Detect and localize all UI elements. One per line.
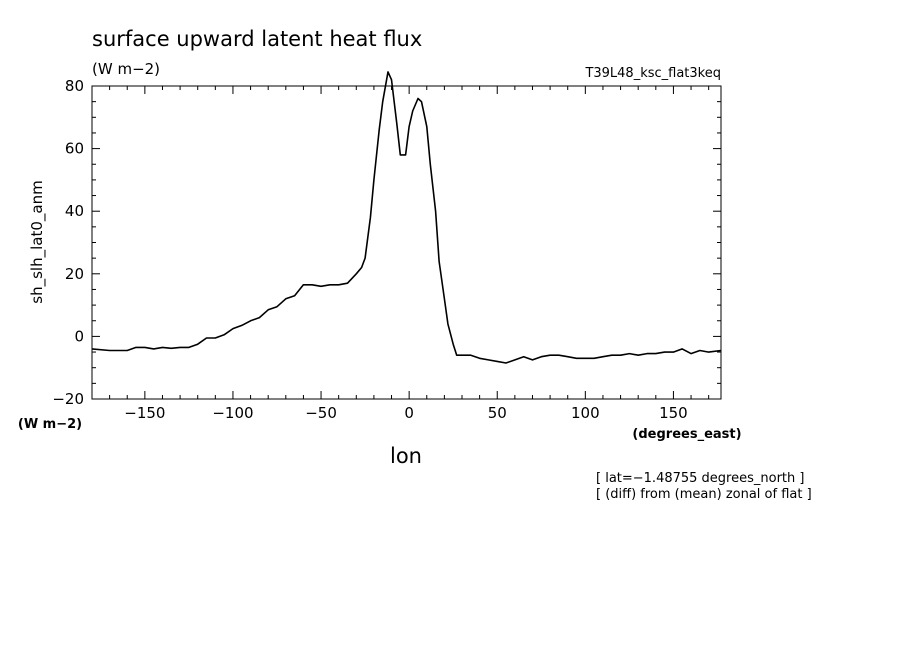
plot-frame: [91, 85, 722, 400]
x-tick-label: 50: [488, 404, 507, 422]
note-diff: [ (diff) from (mean) zonal of flat ]: [596, 487, 812, 502]
y-tick-label: 40: [65, 202, 84, 220]
chart-title: surface upward latent heat flux: [92, 27, 422, 51]
y-axis-units: (W m−2): [18, 417, 82, 432]
x-tick-label: −150: [124, 404, 165, 422]
x-tick-label: 150: [659, 404, 688, 422]
x-axis-units: (degrees_east): [632, 427, 741, 442]
y-axis-label: sh_slh_lat0_anm: [28, 180, 47, 303]
series-line: [91, 71, 722, 364]
y-tick-label: 60: [65, 140, 84, 158]
x-tick-labels: −150 −100 −50 0 50 100 150: [124, 404, 687, 422]
x-axis-label: lon: [390, 444, 422, 468]
experiment-label: T39L48_ksc_flat3keq: [584, 66, 721, 81]
axis-ticks: [92, 85, 721, 400]
x-tick-label: −50: [305, 404, 337, 422]
y-tick-labels: −20 0 20 40 60 80: [52, 77, 84, 408]
x-tick-label: 100: [571, 404, 600, 422]
y-tick-label: 20: [65, 265, 84, 283]
x-tick-label: 0: [404, 404, 414, 422]
y-tick-label: 80: [65, 77, 84, 95]
y-tick-label: −20: [52, 390, 84, 408]
units-top: (W m−2): [92, 60, 160, 78]
y-tick-label: 0: [74, 327, 84, 345]
x-tick-label: −100: [212, 404, 253, 422]
note-latitude: [ lat=−1.48755 degrees_north ]: [596, 471, 804, 486]
